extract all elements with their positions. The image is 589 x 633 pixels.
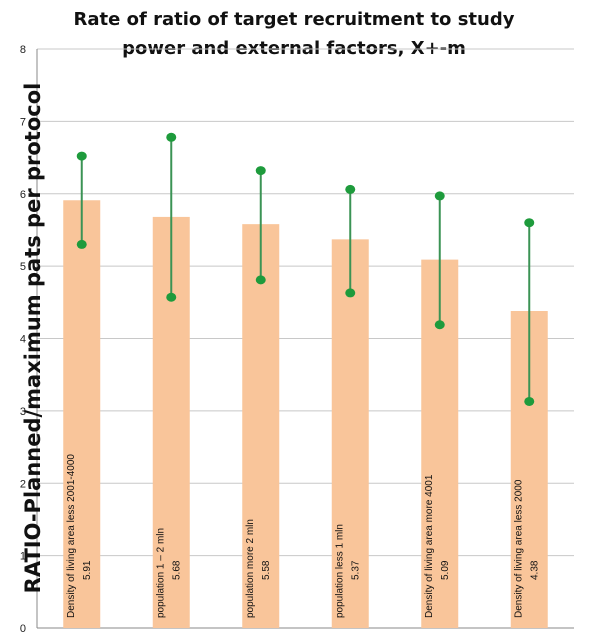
error-cap-upper-5 (434, 191, 445, 201)
y-tick-label: 8 (20, 44, 26, 56)
y-axis-label: RATIO-Planned/maximum pats per protocol (21, 83, 45, 594)
y-tick-label: 3 (20, 406, 26, 418)
y-tick-label: 1 (20, 551, 26, 563)
category-label-2: population 1 – 2 mln (155, 528, 166, 618)
value-label-4: 5.37 (350, 560, 361, 580)
category-label-4: population less 1 mln (334, 524, 345, 618)
error-cap-upper-1 (76, 151, 87, 161)
error-cap-lower-6 (524, 396, 535, 406)
error-cap-lower-1 (76, 239, 87, 249)
category-label-6: Density of living area less 2000 (513, 479, 524, 618)
bars (63, 200, 548, 629)
axes: 0 1 2 3 4 5 6 7 8 (20, 44, 574, 633)
error-cap-lower-4 (345, 288, 356, 298)
bar-4 (331, 239, 369, 628)
value-label-2: 5.68 (171, 560, 182, 580)
y-tick-label: 4 (20, 334, 26, 346)
error-cap-upper-6 (524, 218, 535, 228)
error-cap-lower-3 (255, 275, 266, 285)
category-label-3: population more 2 mln (245, 519, 256, 618)
y-tick-label: 6 (20, 189, 26, 201)
value-label-5: 5.09 (440, 560, 451, 580)
chart-title-line-1: Rate of ratio of target recruitment to s… (74, 9, 515, 30)
value-label-1: 5.91 (82, 560, 93, 580)
y-tick-label: 0 (20, 623, 26, 633)
y-tick-label: 2 (20, 478, 26, 490)
error-cap-upper-3 (255, 166, 266, 176)
error-cap-upper-4 (345, 184, 356, 194)
category-label-1: Density of living area less 2001-4000 (66, 454, 77, 618)
bar-labels: Density of living area less 2001-4000 5.9… (66, 454, 541, 618)
error-cap-lower-5 (434, 320, 445, 330)
error-cap-lower-2 (166, 292, 177, 302)
value-label-3: 5.58 (261, 560, 272, 580)
error-bars (76, 132, 535, 406)
category-label-5: Density of living area more 4001 (424, 474, 435, 618)
value-label-6: 4.38 (529, 560, 540, 580)
bar-3 (242, 224, 280, 628)
y-tick-label: 5 (20, 261, 26, 273)
gridlines (37, 48, 574, 557)
y-tick-label: 7 (20, 116, 26, 128)
error-cap-upper-2 (166, 132, 177, 142)
bar-1 (63, 200, 101, 629)
